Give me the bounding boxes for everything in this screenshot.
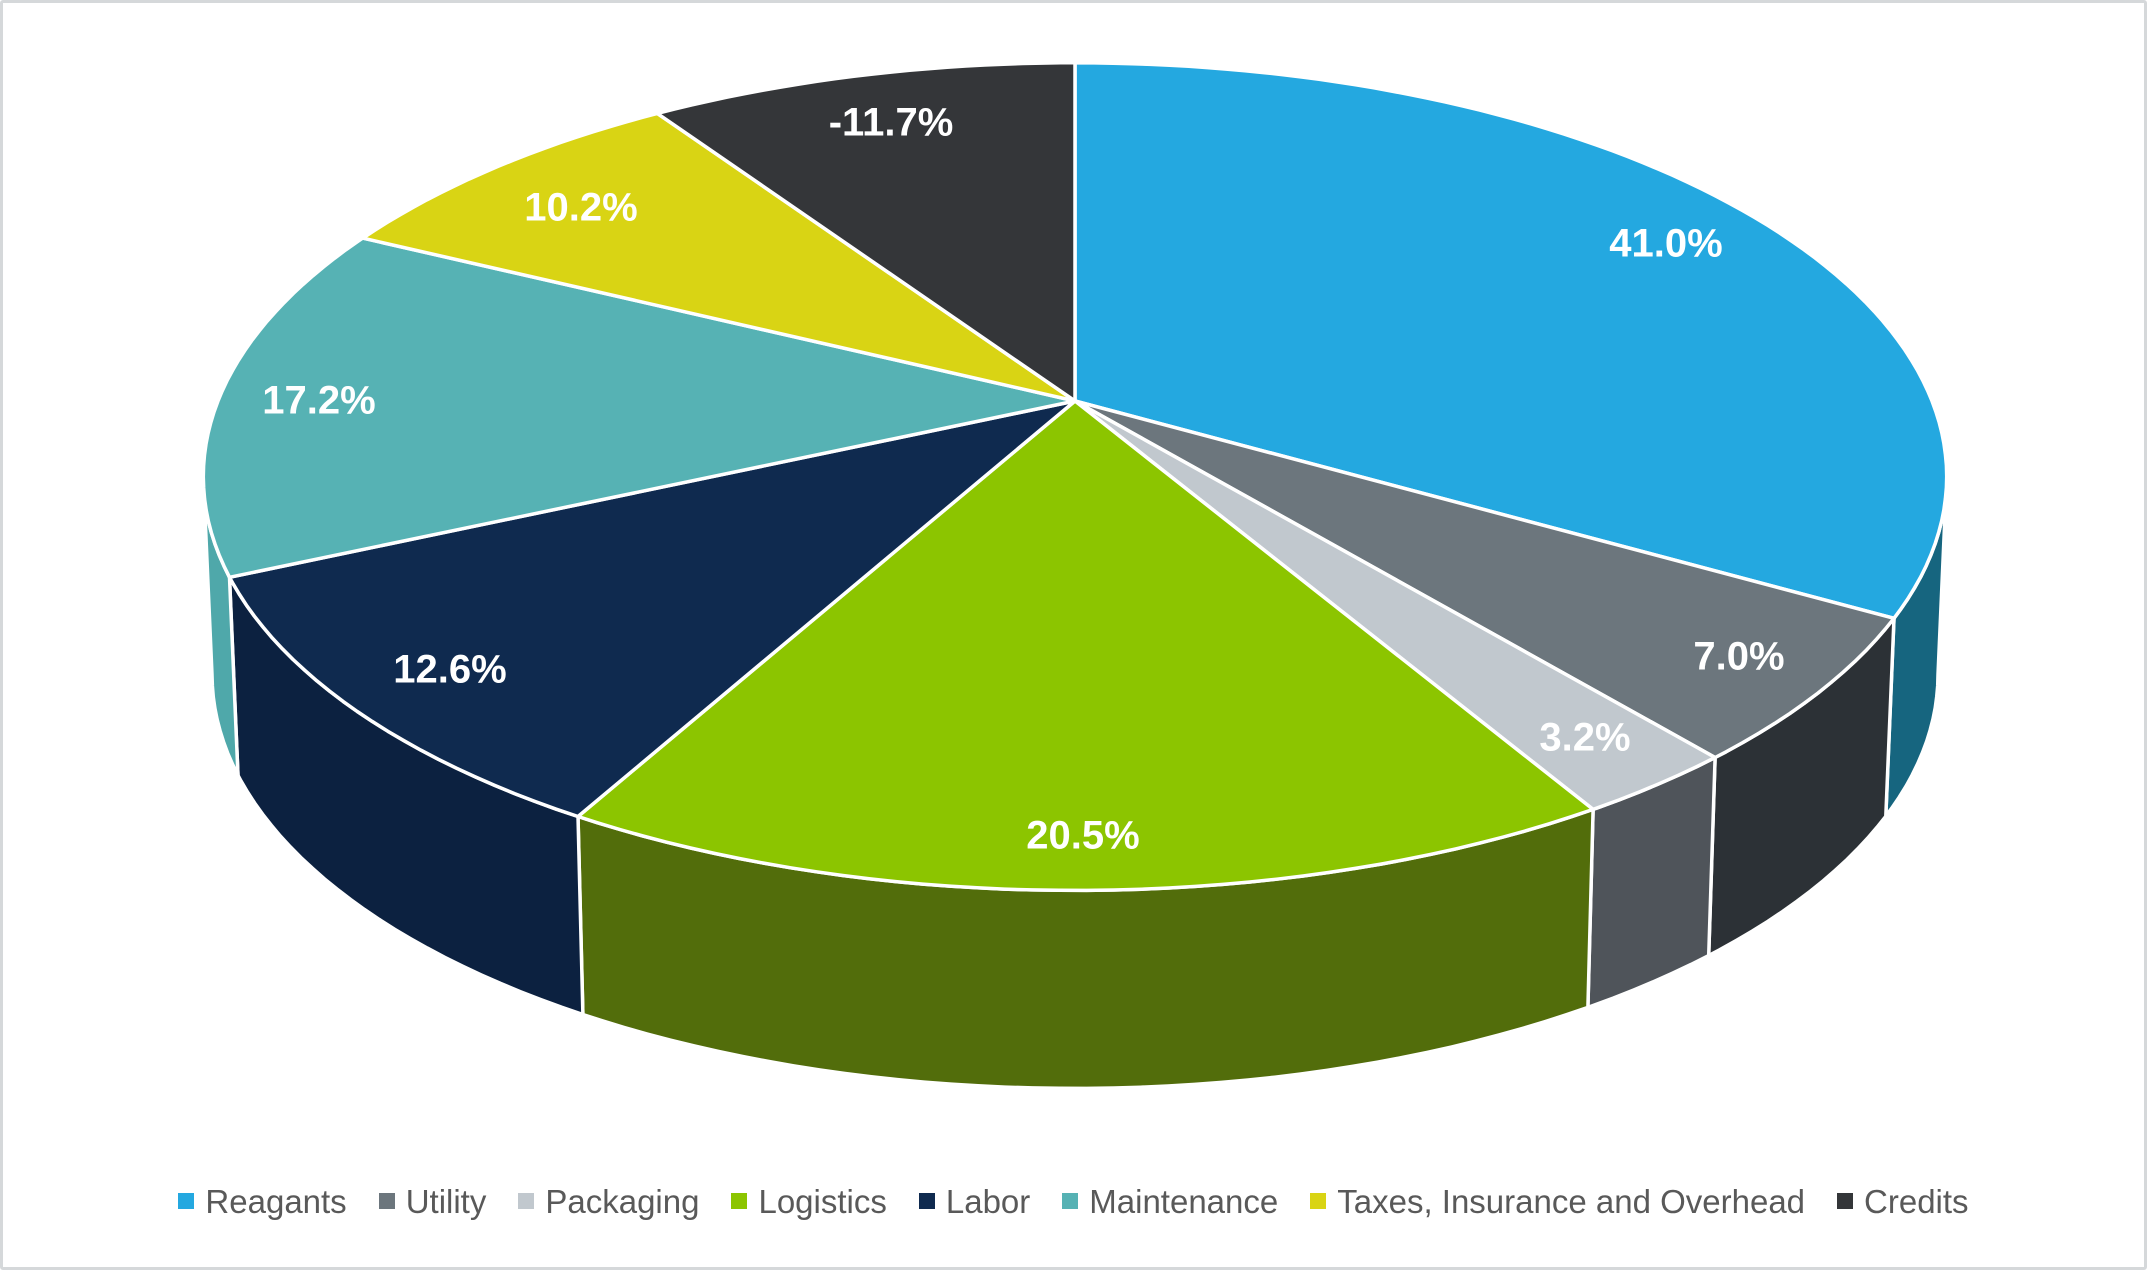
legend-color-marker: [378, 1193, 395, 1209]
legend-label: Packaging: [545, 1182, 700, 1220]
legend-color-marker: [918, 1193, 935, 1209]
legend-item-packaging: Packaging: [518, 1185, 699, 1218]
pie-percentage-label: 10.2%: [524, 186, 637, 230]
legend-label: Reagants: [205, 1182, 347, 1220]
pie-slice-tops-group: [201, 61, 1949, 893]
pie-percentage-label: 41.0%: [1609, 222, 1722, 266]
pie-chart-3d: 41.0% 7.0% 3.2% 20.5% 12.6% 17.2% 10.2% -11.7%: [201, 61, 1949, 1091]
legend-item-logistics: Logistics: [731, 1182, 887, 1220]
pie-slice-credits: [655, 61, 1077, 403]
legend-item-utility: Utility: [378, 1182, 487, 1220]
legend-label: Maintenance: [1089, 1182, 1279, 1220]
pie-percentage-label: -11.7%: [829, 101, 954, 145]
legend-item-labor: Labor: [918, 1182, 1031, 1220]
legend-item-reagants: Reagants: [178, 1182, 347, 1220]
legend-label: Labor: [945, 1182, 1031, 1220]
pie-slice-taxes-insurance-and-overhead: [360, 111, 1077, 403]
pie-percentage-labels-group: 41.0% 7.0% 3.2% 20.5% 12.6% 17.2% 10.2% -11.7%: [262, 101, 1784, 858]
legend-item-credits: Credits: [1837, 1185, 1969, 1218]
pie-slice-utility: [1073, 399, 1896, 760]
pie-slice-maintenance: [201, 236, 1077, 580]
legend-color-marker: [518, 1193, 535, 1209]
pie-slice-logistics: [576, 399, 1595, 893]
chart-legend: Reagants Utility Packaging Logistics Labor Ma…: [3, 1171, 2144, 1231]
pie-percentage-label: 17.2%: [262, 379, 375, 423]
legend-color-marker: [1310, 1193, 1327, 1209]
pie-slice-labor: [227, 399, 1077, 819]
pie-percentage-label: 20.5%: [1026, 814, 1139, 858]
legend-color-marker: [731, 1193, 748, 1209]
legend-item-maintenance: Maintenance: [1062, 1185, 1278, 1218]
pie-percentage-label: 7.0%: [1693, 635, 1784, 679]
pie-percentage-label: 3.2%: [1539, 716, 1630, 760]
legend-color-marker: [1837, 1193, 1854, 1209]
pie-slice-reagants: [1073, 61, 1949, 621]
legend-color-marker: [1062, 1193, 1079, 1209]
legend-label: Logistics: [758, 1182, 887, 1220]
legend-item-taxes-insurance-and-overhead: Taxes, Insurance and Overhead: [1310, 1185, 1805, 1218]
legend-label: Credits: [1864, 1182, 1969, 1220]
legend-label: Taxes, Insurance and Overhead: [1337, 1182, 1806, 1220]
pie-slice-packaging: [1073, 399, 1717, 812]
pie-percentage-label: 12.6%: [393, 648, 506, 692]
legend-label: Utility: [405, 1182, 487, 1220]
legend-color-marker: [178, 1193, 195, 1209]
